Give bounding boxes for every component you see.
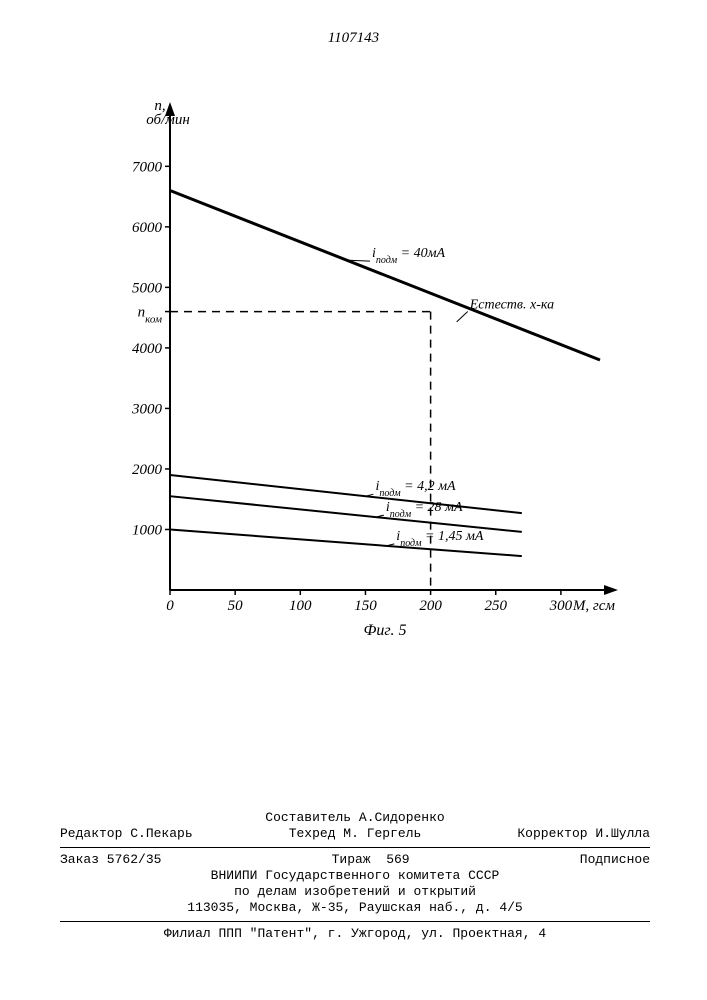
footer-editor: Редактор С.Пекарь xyxy=(60,826,193,842)
svg-text:4000: 4000 xyxy=(132,341,163,357)
page-number: 1107143 xyxy=(0,30,707,47)
footer-tirazh: Тираж 569 xyxy=(332,852,410,868)
svg-text:iподм = 40мА: iподм = 40мА xyxy=(372,246,446,266)
footer-tech: Техред М. Гергель xyxy=(289,826,422,842)
footer-order: Заказ 5762/35 xyxy=(60,852,161,868)
svg-text:200: 200 xyxy=(419,598,442,614)
svg-text:2000: 2000 xyxy=(132,462,163,478)
svg-text:1000: 1000 xyxy=(132,522,163,538)
svg-text:250: 250 xyxy=(485,598,508,614)
footer-signed: Подписное xyxy=(580,852,650,868)
svg-text:150: 150 xyxy=(354,598,377,614)
svg-text:Естеств. х-ка: Естеств. х-ка xyxy=(469,298,554,313)
svg-text:0: 0 xyxy=(166,598,174,614)
footer-addr: 113035, Москва, Ж-35, Раушская наб., д. … xyxy=(60,900,650,916)
svg-text:iподм = 1,45 мА: iподм = 1,45 мА xyxy=(396,529,484,549)
footer-org2: по делам изобретений и открытий xyxy=(60,884,650,900)
svg-text:300: 300 xyxy=(549,598,573,614)
svg-text:iподм = 4,2 мА: iподм = 4,2 мА xyxy=(375,479,456,499)
svg-text:Фиг. 5: Фиг. 5 xyxy=(364,622,407,639)
svg-text:100: 100 xyxy=(289,598,312,614)
svg-text:5000: 5000 xyxy=(132,280,163,296)
footer-corrector: Корректор И.Шулла xyxy=(517,826,650,842)
svg-text:М, гсм: М, гсм xyxy=(572,598,616,614)
svg-text:об/мин: об/мин xyxy=(146,112,190,128)
svg-text:iподм = 28 мА: iподм = 28 мА xyxy=(386,500,463,520)
footer-compiler: Составитель А.Сидоренко xyxy=(60,810,650,826)
svg-text:nком: nком xyxy=(138,305,162,326)
footer-filial: Филиал ППП "Патент", г. Ужгород, ул. Про… xyxy=(60,926,650,942)
chart: n,об/мин1000200030004000500060007000nком… xyxy=(100,90,620,650)
svg-text:3000: 3000 xyxy=(131,401,163,417)
footer-block: Составитель А.Сидоренко Редактор С.Пекар… xyxy=(60,810,650,942)
footer-org1: ВНИИПИ Государственного комитета СССР xyxy=(60,868,650,884)
svg-text:50: 50 xyxy=(228,598,244,614)
svg-text:7000: 7000 xyxy=(132,159,163,175)
svg-text:6000: 6000 xyxy=(132,220,163,236)
